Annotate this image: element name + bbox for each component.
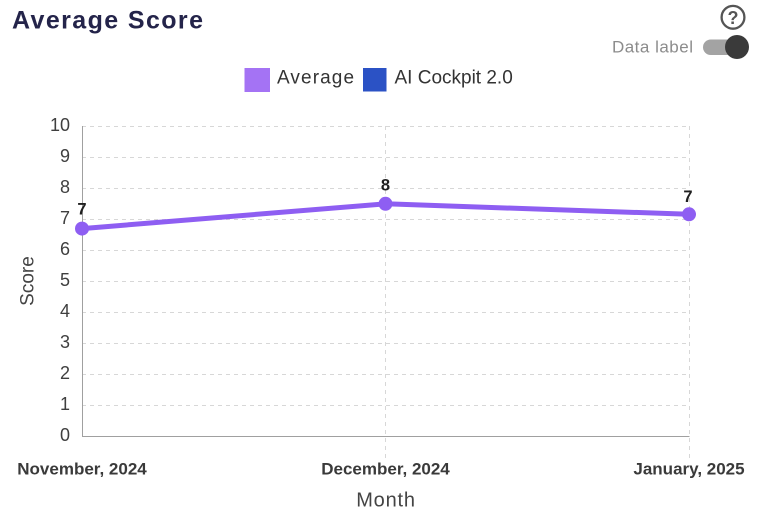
svg-text:1: 1	[60, 394, 70, 414]
svg-text:AI Cockpit 2.0: AI Cockpit 2.0	[395, 68, 513, 89]
svg-text:Data label: Data label	[612, 38, 694, 57]
svg-text:2: 2	[60, 363, 70, 383]
svg-text:7: 7	[683, 188, 692, 206]
svg-text:December, 2024: December, 2024	[321, 460, 450, 479]
svg-text:10: 10	[50, 115, 70, 135]
svg-text:5: 5	[60, 270, 70, 290]
svg-text:?: ?	[728, 8, 739, 28]
svg-text:4: 4	[60, 301, 70, 321]
svg-text:9: 9	[60, 146, 70, 166]
svg-text:November, 2024: November, 2024	[17, 460, 147, 479]
svg-text:8: 8	[381, 176, 390, 194]
svg-text:8: 8	[60, 177, 70, 197]
svg-text:Average Score: Average Score	[12, 7, 204, 35]
svg-text:6: 6	[60, 239, 70, 259]
svg-text:7: 7	[77, 201, 86, 219]
svg-text:January, 2025: January, 2025	[633, 460, 744, 479]
svg-text:Average: Average	[277, 68, 355, 89]
svg-text:0: 0	[60, 425, 70, 445]
svg-text:Month: Month	[356, 490, 416, 512]
svg-text:7: 7	[60, 208, 70, 228]
svg-text:3: 3	[60, 332, 70, 352]
svg-text:Score: Score	[18, 256, 39, 306]
